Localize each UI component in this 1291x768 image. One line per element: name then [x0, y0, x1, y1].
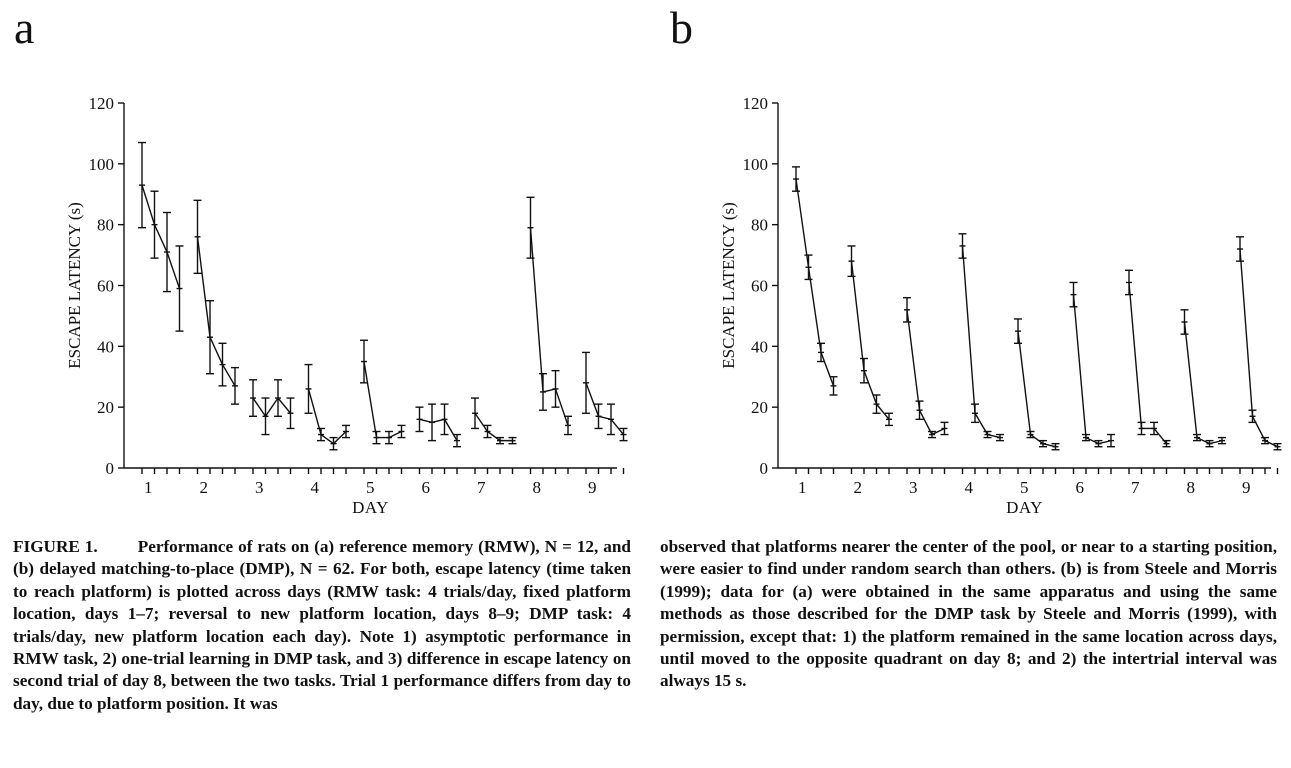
x-tick-label: 7 [1131, 478, 1140, 497]
series-line-day-9 [585, 382, 625, 435]
x-tick-label: 1 [144, 478, 153, 497]
series-line-day-7 [474, 412, 513, 442]
series-line-day-8 [529, 227, 569, 426]
y-tick-label: 20 [97, 398, 114, 417]
y-tick-label: 60 [97, 277, 114, 296]
series-line-day-5 [1017, 331, 1056, 448]
caption-label: FIGURE 1. [13, 537, 98, 556]
series-line-day-4 [307, 388, 347, 445]
series-line-day-2 [850, 261, 890, 420]
y-tick-label: 80 [751, 216, 768, 235]
series-line-day-4 [961, 245, 1001, 439]
y-tick-label: 80 [97, 216, 114, 235]
x-tick-label: 9 [1242, 478, 1251, 497]
x-tick-label: 1 [798, 478, 807, 497]
x-tick-label: 5 [366, 478, 375, 497]
y-tick-label: 60 [751, 277, 768, 296]
x-tick-label: 3 [909, 478, 918, 497]
series-line-day-1 [795, 178, 835, 387]
caption-left-text: Performance of rats on (a) reference mem… [13, 537, 631, 713]
x-tick-label: 4 [311, 478, 320, 497]
series-line-day-6 [419, 418, 458, 441]
y-tick-label: 100 [89, 155, 115, 174]
x-axis-title: DAY [352, 498, 389, 517]
x-tick-label: 5 [1020, 478, 1029, 497]
x-tick-label: 8 [1187, 478, 1196, 497]
y-tick-label: 40 [97, 337, 114, 356]
x-tick-label: 6 [422, 478, 431, 497]
panel-b-label: b [670, 2, 693, 53]
series-line-day-5 [363, 361, 402, 439]
y-axis-title: ESCAPE LATENCY (s) [719, 202, 738, 369]
y-axis-title: ESCAPE LATENCY (s) [65, 202, 84, 369]
y-tick-label: 0 [760, 459, 769, 478]
series-line-day-1 [141, 184, 181, 289]
y-tick-label: 120 [743, 94, 769, 113]
y-tick-label: 40 [751, 337, 768, 356]
series-line-day-6 [1072, 294, 1112, 445]
series-line-day-3 [252, 396, 292, 418]
y-tick-label: 120 [89, 94, 115, 113]
caption-right-text: observed that platforms nearer the cente… [660, 537, 1277, 691]
series-line-day-3 [906, 309, 945, 436]
y-tick-label: 0 [106, 459, 115, 478]
chart-panel-b: 0 20 40 60 80 100 120 1 2 3 4 5 6 7 8 9 DAY ESCAPE LATENC… [719, 94, 1282, 517]
caption-left-column: FIGURE 1. Performance of rats on (a) refe… [13, 536, 631, 715]
x-tick-label: 9 [588, 478, 597, 497]
x-tick-label: 7 [477, 478, 486, 497]
series-line-day-8 [1183, 321, 1223, 445]
series-line-day-2 [196, 236, 236, 387]
y-tick-label: 20 [751, 398, 768, 417]
chart-panel-a: 0 20 40 60 80 100 120 1 2 3 4 5 6 7 8 9 DAY ESCAPE LATENC… [65, 94, 628, 517]
x-tick-label: 4 [965, 478, 974, 497]
y-tick-label: 100 [743, 155, 769, 174]
x-axis-title: DAY [1006, 498, 1043, 517]
x-tick-label: 8 [533, 478, 542, 497]
series-line-day-7 [1128, 282, 1168, 445]
x-tick-label: 3 [255, 478, 264, 497]
series-line-day-9 [1239, 248, 1278, 448]
panel-a-label: a [14, 2, 35, 53]
x-tick-label: 6 [1076, 478, 1085, 497]
caption-right-column: observed that platforms nearer the cente… [660, 536, 1277, 693]
x-tick-label: 2 [200, 478, 209, 497]
x-tick-label: 2 [854, 478, 863, 497]
